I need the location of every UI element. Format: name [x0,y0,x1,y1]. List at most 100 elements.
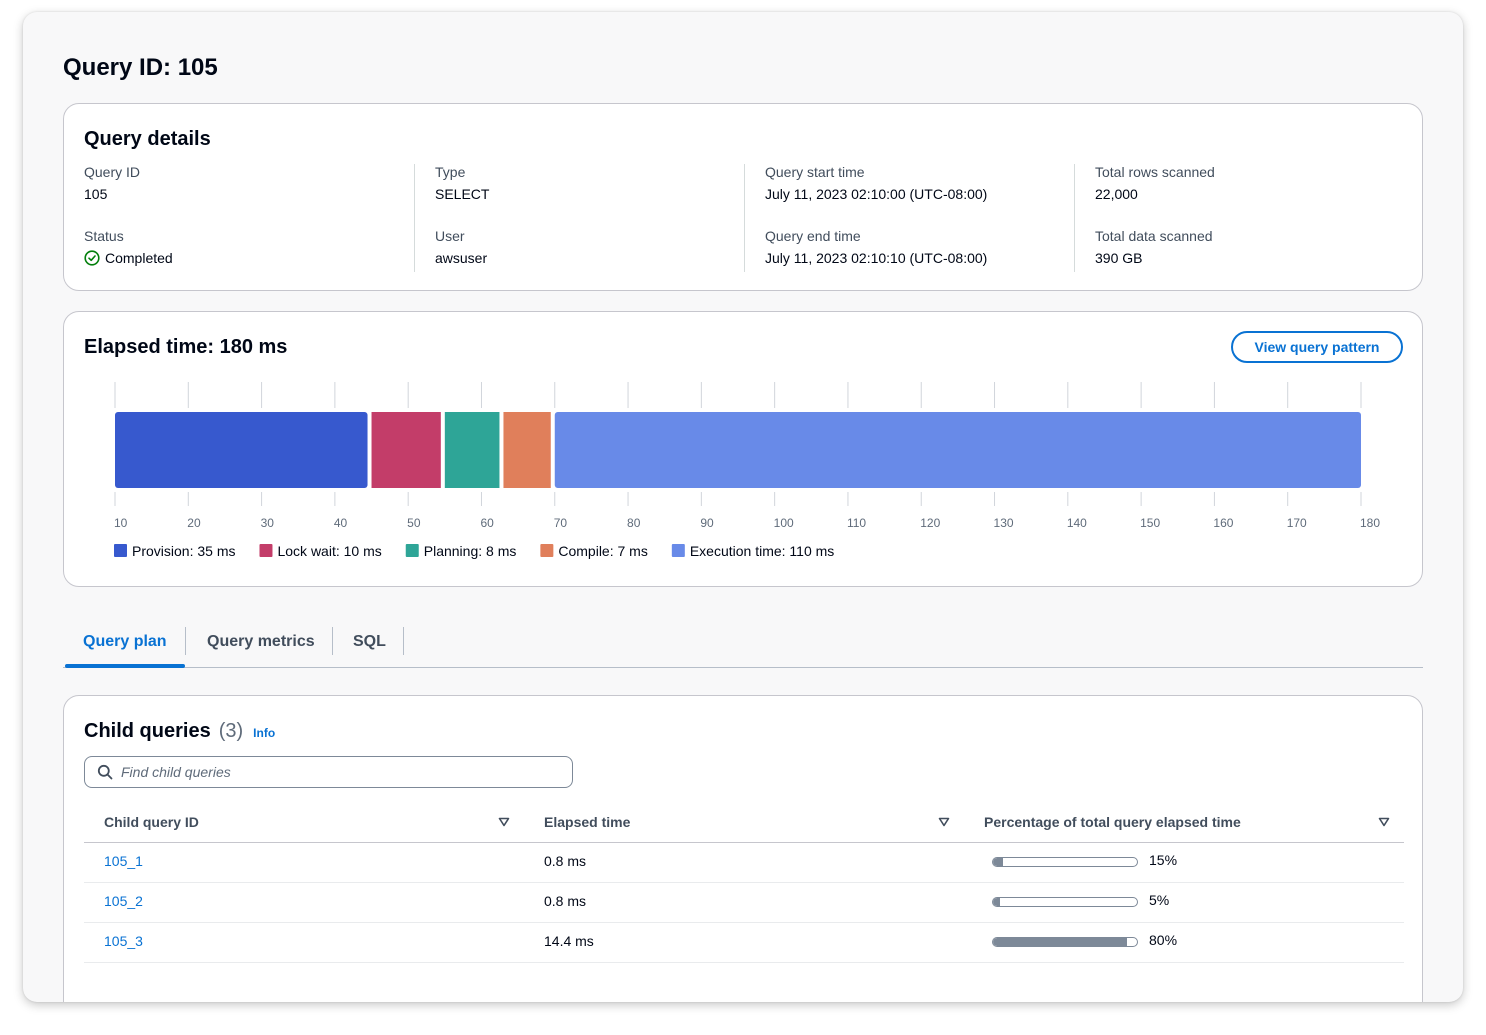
legend-swatch [671,544,685,557]
progress-fill [993,938,1127,946]
bar-segment-compile [503,412,551,488]
start-time-field: Query start time July 11, 2023 02:10:00 … [765,164,987,202]
x-tick-label: 60 [480,516,494,530]
type-label: Type [435,164,466,180]
percentage-cell: 5% [1149,892,1170,908]
x-tick-label: 110 [847,516,866,530]
legend-swatch [114,544,127,557]
sort-caret-icon[interactable] [1378,816,1390,828]
status-label: Status [84,228,124,244]
table-header: Child query ID Elapsed time Percentage o… [84,804,1404,843]
x-tick-label: 80 [627,516,641,530]
legend-swatch [259,544,273,557]
child-query-link[interactable]: 105_1 [104,853,143,869]
legend-swatch [405,544,419,557]
child-queries-title: Child queries [84,720,211,742]
elapsed-time-cell: 0.8 ms [544,893,587,909]
percentage-cell: 15% [1149,852,1178,868]
legend-label: Compile: 7 ms [558,543,647,559]
progress-fill [993,858,1004,866]
query-details-title: Query details [84,128,211,150]
page-title: Query ID: 105 [63,54,218,81]
tab-divider [332,627,333,655]
bar-segment-lock-wait [371,412,441,488]
view-query-pattern-button[interactable]: View query pattern [1231,331,1403,363]
tab-query-metrics[interactable]: Query metrics [207,633,315,650]
info-link[interactable]: Info [253,726,276,740]
data-scanned-field: Total data scanned 390 GB [1095,228,1213,266]
start-time-label: Query start time [765,164,865,180]
x-tick-label: 150 [1140,516,1160,530]
tab-divider [185,627,186,655]
query-id-field: Query ID 105 [84,164,140,202]
child-queries-table: Child query ID Elapsed time Percentage o… [84,804,1404,963]
rows-scanned-field: Total rows scanned 22,000 [1095,164,1215,202]
x-tick-label: 90 [700,516,714,530]
column-header-elapsed-time[interactable]: Elapsed time [544,814,631,830]
elapsed-time-chart: 10 20 30 40 50 60 70 80 90 100 110 120 130 140 150 160 1… [114,382,1380,559]
percentage-progress-bar [992,897,1138,907]
legend-swatch [540,544,554,557]
x-tick-label: 170 [1287,516,1307,530]
child-queries-count: (3) [218,720,244,742]
column-header-percentage[interactable]: Percentage of total query elapsed time [984,814,1241,830]
search-input[interactable]: Find child queries [121,764,231,780]
x-tick-label: 40 [334,516,348,530]
rows-scanned-value: 22,000 [1095,186,1138,202]
table-row: 105_3 14.4 ms 80% [84,923,1404,963]
status-text: Completed [105,250,173,266]
query-id-value: 105 [84,186,108,202]
x-tick-label: 70 [554,516,568,530]
elapsed-time-card: Elapsed time: 180 ms View query pattern … [63,311,1423,587]
data-scanned-label: Total data scanned [1095,228,1213,244]
x-tick-label: 160 [1213,516,1233,530]
tab-divider [403,627,404,655]
query-detail-window: Query ID: 105 Query details Query ID 105… [23,12,1463,1002]
search-icon [97,764,113,780]
type-value: SELECT [435,186,490,202]
child-query-link[interactable]: 105_3 [104,933,143,949]
end-time-label: Query end time [765,228,861,244]
bar-segment-execution-time [554,412,1361,488]
details-column-2: Type SELECT User awsuser [414,164,744,272]
query-details-card: Query details Query ID 105 Status Comple… [63,103,1423,291]
x-tick-label: 50 [407,516,421,530]
elapsed-time-title: Elapsed time: 180 ms [84,336,288,358]
user-label: User [435,228,465,244]
percentage-progress-bar [992,937,1138,947]
rows-scanned-label: Total rows scanned [1095,164,1215,180]
sort-caret-icon[interactable] [498,816,510,828]
x-tick-label: 130 [994,516,1014,530]
elapsed-time-cell: 14.4 ms [544,933,594,949]
progress-fill [993,898,1001,906]
x-tick-label: 30 [261,516,275,530]
check-circle-icon [84,250,100,266]
start-time-value: July 11, 2023 02:10:00 (UTC-08:00) [765,186,988,202]
query-id-label: Query ID [84,164,141,180]
percentage-cell: 80% [1149,932,1178,948]
tab-sql[interactable]: SQL [353,633,386,650]
table-row: 105_1 0.8 ms 15% [84,843,1404,883]
end-time-field: Query end time July 11, 2023 02:10:10 (U… [765,228,987,266]
details-column-4: Total rows scanned 22,000 Total data sca… [1074,164,1404,272]
bar-segment-planning [444,412,500,488]
status-value: Completed [84,250,173,266]
tab-query-plan[interactable]: Query plan [83,633,167,650]
child-query-link[interactable]: 105_2 [104,893,143,909]
legend-label: Execution time: 110 ms [690,543,834,559]
status-field: Status Completed [84,228,173,266]
details-column-3: Query start time July 11, 2023 02:10:00 … [744,164,1074,272]
end-time-value: July 11, 2023 02:10:10 (UTC-08:00) [765,250,988,266]
user-field: User awsuser [435,228,487,266]
x-tick-label: 100 [774,516,794,530]
data-scanned-value: 390 GB [1095,250,1143,266]
percentage-progress-bar [992,857,1138,867]
child-queries-header: Child queries (3) Info [84,720,275,743]
search-field[interactable]: Find child queries [84,756,573,788]
sort-caret-icon[interactable] [938,816,950,828]
x-tick-label: 10 [114,516,128,530]
tab-bar: Query plan Query metrics SQL [63,617,1423,668]
legend-label: Planning: 8 ms [424,543,517,559]
legend-label: Provision: 35 ms [132,543,235,559]
column-header-child-query-id[interactable]: Child query ID [104,814,199,830]
